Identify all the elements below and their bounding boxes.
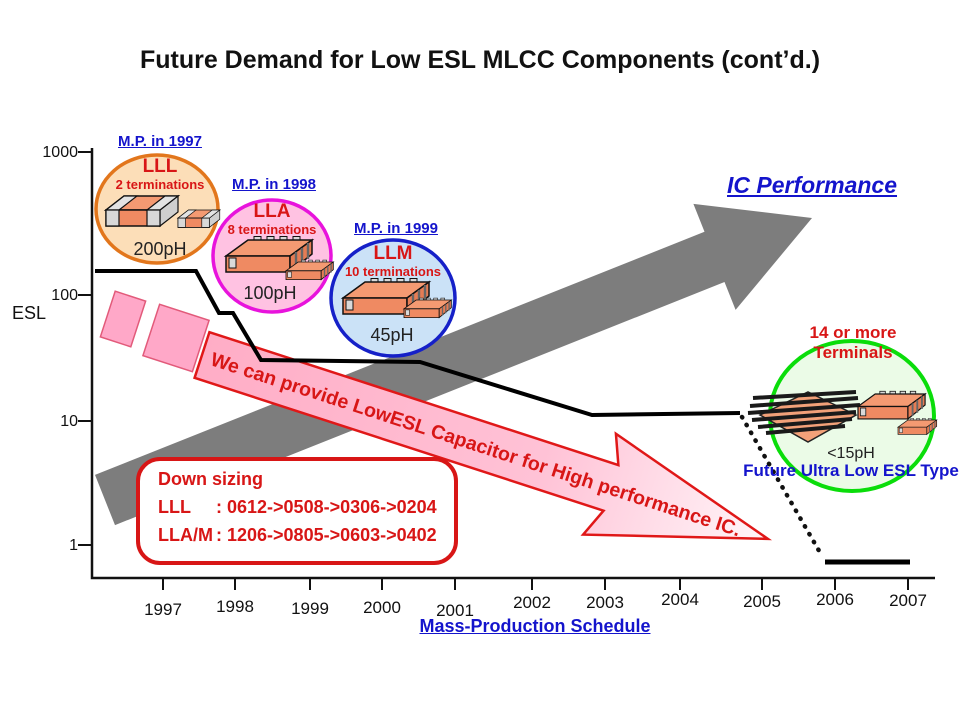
future-esl: <15pH [827,445,875,462]
axes [78,148,935,590]
x-tick-2003: 2003 [586,593,624,612]
bubble-1998 [211,198,334,314]
x-tick-1997: 1997 [144,600,182,619]
mp-1997-header: M.P. in 1997 [118,133,202,150]
page-title: Future Demand for Low ESL MLCC Component… [139,46,821,74]
x-tick-2002: 2002 [513,593,551,612]
x-tick-2006: 2006 [816,590,854,609]
esl-step-line [95,269,910,565]
downsizing-row-lll-label: LLL [158,497,191,517]
future-caption: Future Ultra Low ESL Type [743,461,959,480]
bubble-1997-esl: 200pH [133,239,187,259]
x-tick-1999: 1999 [291,599,329,618]
downsizing-box: Down sizing LLL: 0612->0508->0306->0204 … [136,457,458,565]
bubble-1998-name: LLA [253,201,291,222]
bubble-1999-terminations: 10 terminations [344,264,442,279]
downsizing-row-lll-value: : 0612->0508->0306->0204 [216,497,437,517]
x-tick-1998: 1998 [216,597,254,616]
mp-1998-header: M.P. in 1998 [232,176,316,193]
x-tick-2001: 2001 [436,601,474,620]
mp-1999-header: M.P. in 1999 [354,220,438,237]
esl-dotted-projection [739,414,825,559]
downsizing-title: Down sizing [158,469,263,489]
x-tick-2004: 2004 [661,590,699,609]
x-tick-2007: 2007 [889,591,927,610]
ic-performance-label: IC Performance [727,172,898,198]
future-terminals-line2: Terminals [813,343,893,362]
x-axis-label: Mass-Production Schedule [419,616,651,636]
ic-performance-arrow [95,203,812,526]
x-tick-2000: 2000 [363,598,401,617]
downsizing-row-llam-label: LLA/M [158,525,213,545]
stacked-layers-icon [747,390,861,443]
future-terminals-line1: 14 or more [809,323,897,342]
bubble-1999-name: LLM [373,243,413,264]
future-circle [747,339,938,493]
bubble-1997 [94,153,221,265]
bubble-1999-esl: 45pH [370,325,414,345]
downsizing-row-lll: LLL : 0612->0508->0306->0204 [158,497,454,518]
bubble-1999 [329,238,457,358]
bubble-1998-esl: 100pH [243,283,297,303]
y-tick-1: 1 [69,537,78,554]
downsizing-row-llam: LLA/M: 1206->0805->0603->0402 [158,525,454,546]
downsizing-row-llam-value: : 1206->0805->0603->0402 [216,525,437,545]
y-tick-1000: 1000 [42,144,78,161]
bubble-1997-terminations: 2 terminations [115,177,205,192]
y-tick-10: 10 [60,413,78,430]
bubble-1997-name: LLL [142,156,178,177]
y-tick-100: 100 [51,287,78,304]
bubble-1998-terminations: 8 terminations [227,222,317,237]
banner-dashes [99,290,211,373]
y-axis-label: ESL [12,303,47,323]
x-tick-2005: 2005 [743,592,781,611]
